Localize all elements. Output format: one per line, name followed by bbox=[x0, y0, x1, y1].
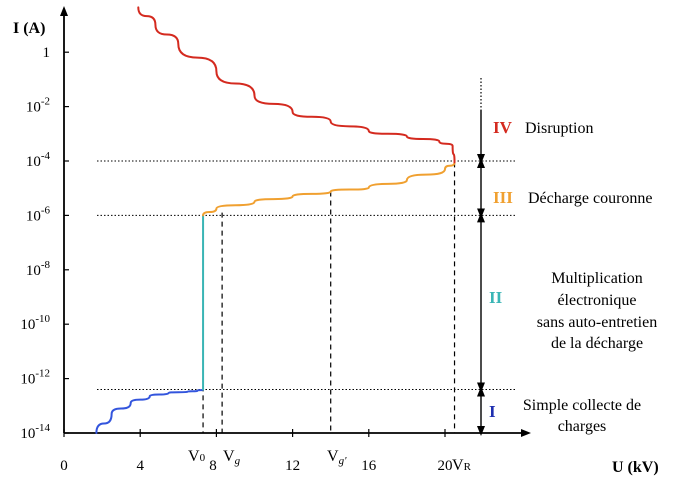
x-tick-label: 12 bbox=[285, 458, 300, 474]
region-roman-III: III bbox=[493, 188, 513, 207]
region-label-II: sans auto-entretien bbox=[537, 314, 657, 331]
region-roman-IV: IV bbox=[493, 118, 513, 137]
voltage-marker-label: V0 bbox=[188, 448, 206, 465]
tick-labels: 0 4 12 16 10-14 10-12 10-10 10-8 10-6 10-4 10-2 1 8 2… bbox=[20, 45, 471, 474]
series-group bbox=[95, 6, 456, 434]
x-tick-label: 16 bbox=[361, 458, 377, 474]
x-tick-label: 4 bbox=[136, 458, 144, 474]
guide-lines bbox=[97, 160, 515, 433]
region-label-I: charges bbox=[558, 418, 607, 435]
region-label-II: électronique bbox=[557, 292, 636, 309]
region-roman-II: II bbox=[489, 288, 503, 307]
y-tick-label: 10-10 bbox=[20, 313, 50, 333]
region-label-I: Simple collecte de bbox=[523, 397, 641, 414]
region-label-IV: Disruption bbox=[525, 120, 593, 137]
x-tick-label: 8 bbox=[209, 458, 217, 474]
x-axis-label: U (kV) bbox=[612, 459, 659, 476]
y-tick-label: 10-6 bbox=[26, 204, 51, 224]
region-annotations: IV Disruption III Décharge couronne II Multip… bbox=[477, 78, 657, 436]
y-tick-label: 10-12 bbox=[20, 368, 50, 388]
series-line-region-III bbox=[202, 161, 456, 217]
voltage-marker-label: Vg' bbox=[327, 448, 347, 467]
y-axis-label: I (A) bbox=[13, 20, 45, 37]
y-tick-label: 10-8 bbox=[26, 259, 51, 279]
y-tick-label: 1 bbox=[43, 45, 51, 61]
x-tick-label: 20 bbox=[438, 458, 453, 474]
region-label-III: Décharge couronne bbox=[528, 190, 653, 207]
voltage-marker-label: VR bbox=[452, 457, 472, 474]
axes bbox=[60, 6, 531, 437]
x-tick-label: 0 bbox=[60, 458, 68, 474]
region-label-II: Multiplication bbox=[551, 270, 643, 287]
voltage-marker-label: Vg bbox=[223, 448, 241, 467]
region-roman-I: I bbox=[489, 402, 496, 421]
y-tick-label: 10-2 bbox=[26, 96, 50, 116]
region-label-II: de la décharge bbox=[551, 335, 643, 352]
series-line-region-I bbox=[95, 388, 205, 434]
y-tick-label: 10-4 bbox=[26, 150, 51, 170]
series-line-region-IV bbox=[137, 6, 456, 164]
y-tick-label: 10-14 bbox=[20, 422, 50, 442]
